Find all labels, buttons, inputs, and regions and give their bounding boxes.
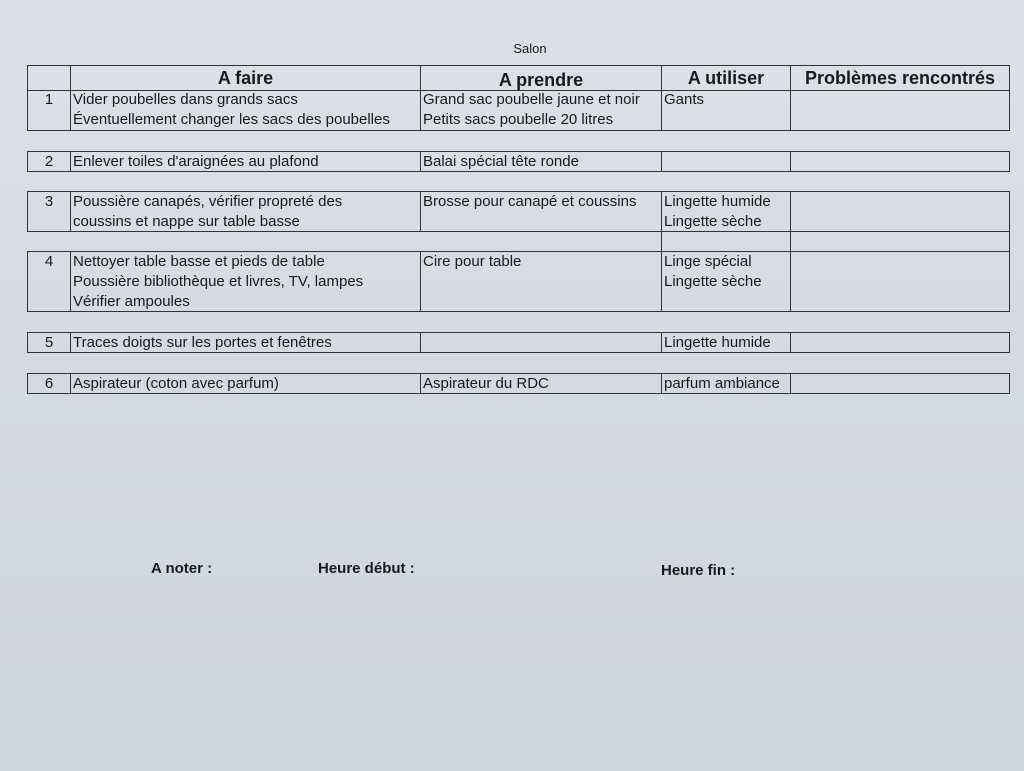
- a-faire-cell-line: Vider poubelles dans grands sacs: [73, 91, 298, 108]
- a-faire-cell-line: coussins et nappe sur table basse: [73, 213, 300, 230]
- a-utiliser-cell-line: Gants: [664, 91, 705, 108]
- header-a-faire: A faire: [71, 66, 421, 90]
- a-prendre-cell: Brosse pour canapé et coussins: [421, 192, 662, 231]
- a-faire-cell: Aspirateur (coton avec parfum): [71, 374, 421, 393]
- a-prendre-cell: Cire pour table: [421, 252, 662, 311]
- a-prendre-cell-line: Petits sacs poubelle 20 litres: [423, 111, 614, 128]
- problemes-cell: [791, 90, 1009, 130]
- a-utiliser-cell: Lingette humide Lingette sèche: [662, 192, 791, 231]
- a-utiliser-cell: parfum ambiance: [662, 374, 791, 393]
- a-utiliser-cell-line: Linge spécial: [664, 253, 752, 270]
- problemes-cell: [791, 333, 1009, 352]
- a-utiliser-cell-line: parfum ambiance: [664, 375, 780, 392]
- row-number: 6: [28, 374, 71, 393]
- row-number: 2: [28, 152, 71, 171]
- row-number: 3: [28, 192, 71, 231]
- a-utiliser-cell-line: Lingette sèche: [664, 213, 762, 230]
- a-prendre-cell-line: Brosse pour canapé et coussins: [423, 193, 637, 210]
- a-faire-cell: Traces doigts sur les portes et fenêtres: [71, 333, 421, 352]
- heure-debut-label: Heure début :: [318, 560, 415, 577]
- heure-fin-label: Heure fin :: [661, 562, 736, 579]
- problemes-cell: [791, 374, 1009, 393]
- a-faire-cell-line: Poussière bibliothèque et livres, TV, la…: [73, 273, 364, 290]
- a-faire-cell-line: Nettoyer table basse et pieds de table: [73, 253, 325, 270]
- a-prendre-cell-line: Balai spécial tête ronde: [423, 153, 579, 170]
- row-number: 1: [28, 90, 71, 130]
- a-prendre-cell-line: Cire pour table: [423, 253, 522, 270]
- a-prendre-cell: Grand sac poubelle jaune et noir Petits s…: [421, 90, 662, 130]
- table-row: 1 Vider poubelles dans grands sacs Éventue…: [27, 90, 1010, 131]
- header-a-prendre: A prendre: [421, 66, 662, 90]
- a-prendre-cell: [421, 333, 662, 352]
- a-faire-cell: Poussière canapés, vérifier propreté des…: [71, 192, 421, 231]
- a-faire-cell-line: Aspirateur (coton avec parfum): [73, 375, 279, 392]
- problemes-cell: [791, 152, 1009, 171]
- a-faire-cell-line: Traces doigts sur les portes et fenêtres: [73, 334, 332, 351]
- a-faire-cell: Nettoyer table basse et pieds de table Po…: [71, 252, 421, 311]
- table-row: 3 Poussière canapés, vérifier propreté de…: [27, 191, 1010, 232]
- header-a-utiliser: A utiliser: [662, 66, 791, 90]
- a-faire-cell-line: Poussière canapés, vérifier propreté des: [73, 193, 343, 210]
- problemes-cell: [791, 252, 1009, 311]
- header-number: [28, 66, 71, 90]
- a-noter-label: A noter :: [151, 560, 213, 577]
- a-prendre-cell: Balai spécial tête ronde: [421, 152, 662, 171]
- table-row: 4 Nettoyer table basse et pieds de table P…: [27, 251, 1010, 312]
- a-prendre-cell-line: Aspirateur du RDC: [423, 375, 549, 392]
- a-utiliser-cell: [662, 152, 791, 171]
- a-utiliser-cell-line: Lingette humide: [664, 334, 771, 351]
- a-faire-cell: Enlever toiles d'araignées au plafond: [71, 152, 421, 171]
- row-number: 4: [28, 252, 71, 311]
- problemes-cell: [791, 192, 1009, 231]
- a-utiliser-cell: Gants: [662, 90, 791, 130]
- a-utiliser-cell-line: Lingette humide: [664, 193, 771, 210]
- a-utiliser-cell-line: Lingette sèche: [664, 273, 762, 290]
- table-header: A faire A prendre A utiliser Problèmes r…: [27, 65, 1010, 91]
- a-faire-cell-line: Éventuellement changer les sacs des poub…: [73, 111, 390, 128]
- a-prendre-cell-line: Grand sac poubelle jaune et noir: [423, 91, 640, 108]
- a-utiliser-cell: Linge spécial Lingette sèche: [662, 252, 791, 311]
- a-faire-cell-line: Enlever toiles d'araignées au plafond: [73, 153, 319, 170]
- row-number: 5: [28, 333, 71, 352]
- spacer-row: [661, 231, 1010, 252]
- a-utiliser-cell: Lingette humide: [662, 333, 791, 352]
- table-row: 5 Traces doigts sur les portes et fenêtre…: [27, 332, 1010, 353]
- a-faire-cell: Vider poubelles dans grands sacs Éventuel…: [71, 90, 421, 130]
- a-faire-cell-line: Vérifier ampoules: [73, 293, 190, 310]
- table-row: 2 Enlever toiles d'araignées au plafond Ba…: [27, 151, 1010, 172]
- table-row: 6 Aspirateur (coton avec parfum) Aspirateu…: [27, 373, 1010, 394]
- a-prendre-cell: Aspirateur du RDC: [421, 374, 662, 393]
- page-title: Salon: [513, 41, 547, 56]
- header-problemes: Problèmes rencontrés: [804, 68, 996, 88]
